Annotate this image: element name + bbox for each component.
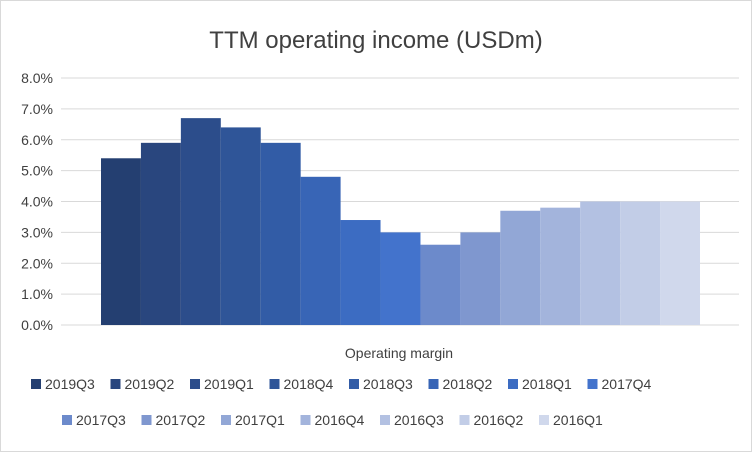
y-tick-label: 1.0% [21,286,53,302]
legend-label: 2019Q2 [125,376,175,392]
bar-2019Q1 [180,118,221,325]
legend-label: 2017Q3 [76,412,126,428]
legend-item: 2018Q2 [428,376,493,392]
y-axis-tick-labels: 0.0% 1.0% 2.0% 3.0% 4.0% 5.0% 6.0% 7.0% 8.0% [21,70,53,333]
legend-item: 2017Q4 [587,376,652,392]
legend-label: 2016Q3 [394,412,444,428]
legend-swatch [539,415,549,425]
legend-swatch [62,415,72,425]
legend-label: 2016Q1 [553,412,603,428]
y-tick-label: 6.0% [21,132,53,148]
y-tick-label: 5.0% [21,163,53,179]
bar-2017Q1 [500,210,541,325]
legend-swatch [349,379,359,389]
bar-2018Q4 [220,127,261,326]
legend-swatch [300,415,311,425]
legend-swatch [141,415,152,425]
legend-item: 2019Q3 [31,376,95,392]
bar-2016Q2 [620,201,661,325]
legend-item: 2018Q4 [269,376,334,392]
bar-2016Q4 [540,207,581,325]
bar-2018Q1 [340,220,381,325]
y-tick-label: 4.0% [21,194,53,210]
legend-swatch [31,379,41,389]
legend-label: 2017Q2 [156,412,206,428]
legend-label: 2019Q3 [45,376,95,392]
legend-label: 2016Q2 [474,412,524,428]
y-tick-label: 8.0% [21,70,53,86]
legend-label: 2019Q1 [204,376,254,392]
chart-title: TTM operating income (USDm) [209,27,542,54]
legend-swatch [110,379,121,389]
bar-2019Q2 [140,142,181,325]
bar-2017Q2 [460,232,501,325]
legend-item: 2016Q1 [539,412,603,428]
bar-2019Q3 [101,158,141,325]
bar-2018Q3 [260,142,301,325]
legend-swatch [428,379,439,389]
legend-swatch [380,415,390,425]
bar-2016Q3 [580,201,621,325]
legend-label: 2016Q4 [315,412,365,428]
legend-item: 2019Q2 [110,376,175,392]
legend-item: 2018Q1 [508,376,572,392]
legend-item: 2018Q3 [349,376,413,392]
legend-swatch [459,415,470,425]
legend-label: 2018Q2 [443,376,493,392]
legend-swatch [269,379,280,389]
bars [101,118,700,326]
y-tick-label: 2.0% [21,255,53,271]
legend-item: 2017Q2 [141,412,206,428]
legend-label: 2017Q1 [235,412,285,428]
legend-swatch [221,415,231,425]
y-tick-label: 7.0% [21,101,53,117]
y-tick-label: 3.0% [21,224,53,240]
legend-item: 2017Q1 [221,412,285,428]
legend-item: 2016Q2 [459,412,524,428]
x-axis-category-label: Operating margin [345,345,453,361]
legend-item: 2017Q3 [62,412,126,428]
legend-item: 2016Q4 [300,412,365,428]
legend-label: 2018Q3 [363,376,413,392]
legend-item: 2016Q3 [380,412,444,428]
legend-swatch [190,379,200,389]
y-tick-label: 0.0% [21,317,53,333]
legend-swatch [587,379,598,389]
legend: 2019Q3 2019Q2 2019Q1 2018Q4 2018Q3 2018Q2 2018… [31,376,652,428]
bar-2018Q2 [300,176,341,325]
bar-2016Q1 [660,201,700,325]
legend-label: 2017Q4 [602,376,652,392]
bar-2017Q3 [420,244,461,325]
bar-2017Q4 [380,232,421,325]
legend-swatch [508,379,518,389]
legend-item: 2019Q1 [190,376,254,392]
legend-label: 2018Q1 [522,376,572,392]
legend-label: 2018Q4 [284,376,334,392]
